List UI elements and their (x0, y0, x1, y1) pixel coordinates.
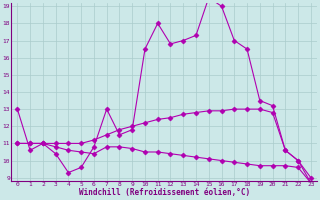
X-axis label: Windchill (Refroidissement éolien,°C): Windchill (Refroidissement éolien,°C) (78, 188, 250, 197)
